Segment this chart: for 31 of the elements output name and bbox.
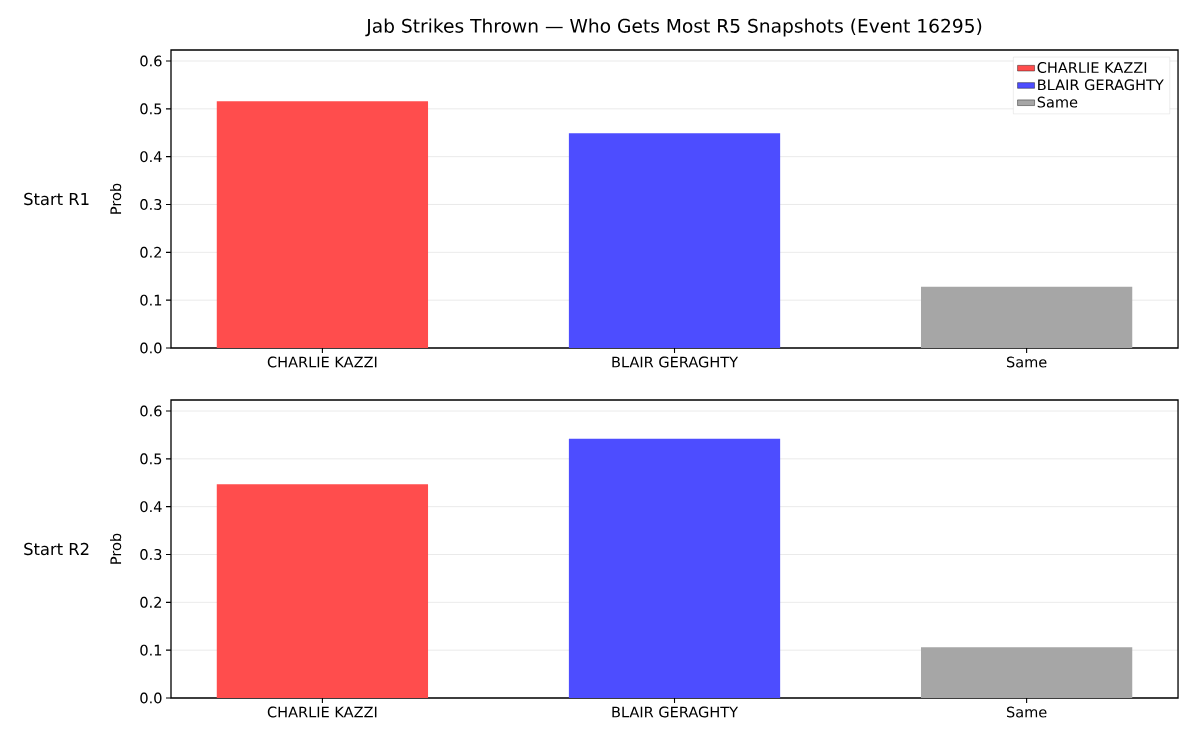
y-tick-label: 0.1 [140,294,162,306]
x-tick-label: CHARLIE KAZZI [267,356,377,368]
y-axis-title: Prob [110,533,122,564]
y-tick-label: 0.3 [140,198,162,210]
y-tick-label: 0.6 [140,55,162,67]
y-tick-label: 0.5 [140,453,162,465]
y-tick-label: 0.5 [140,103,162,115]
y-tick-label: 0.3 [140,549,162,560]
x-tick-label: Same [1006,356,1047,368]
text: Start R1 [24,192,89,206]
y-tick-label: 0.0 [140,342,162,354]
x-tick-label: CHARLIE KAZZI [267,706,377,718]
y-tick-label: 0.0 [140,692,162,704]
bar [216,484,429,698]
bar [920,647,1133,698]
x-tick-label: Same [1006,706,1047,718]
x-tick-label: BLAIR GERAGHTY [612,356,739,368]
chart-title: Jab Strikes Thrown — Who Gets Most R5 Snapshots (Event 16295) [365,18,982,37]
legend-label: BLAIR GERAGHTY [1038,79,1164,91]
x-tick-label: BLAIR GERAGHTY [612,706,739,718]
legend-label: CHARLIE KAZZI [1037,62,1147,74]
y-axis-title: Prob [110,183,122,214]
legend-label: Same [1037,96,1078,108]
bar [568,438,781,698]
y-tick-label: 0.2 [140,246,162,258]
y-tick-label: 0.4 [140,151,162,163]
text: Start R2 [24,542,89,556]
y-tick-label: 0.6 [140,405,162,417]
y-tick-label: 0.4 [140,501,162,513]
y-tick-label: 0.2 [140,596,162,608]
y-tick-label: 0.1 [140,644,162,656]
